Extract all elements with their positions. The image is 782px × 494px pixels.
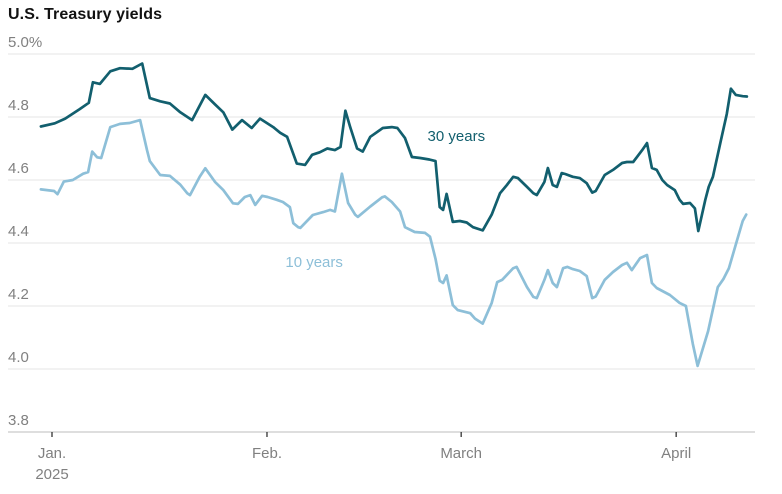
y-axis-tick-label: 4.8	[8, 97, 29, 114]
x-axis-tick-label: April	[661, 445, 691, 462]
x-axis-tick-label: Feb.	[252, 445, 282, 462]
y-axis-tick-label: 4.2	[8, 286, 29, 303]
chart-title: U.S. Treasury yields	[8, 6, 163, 23]
series-label-10-years: 10 years	[285, 254, 343, 271]
series-line-10-years	[39, 118, 748, 368]
series-line-30-years	[39, 62, 749, 233]
y-axis-tick-label: 5.0%	[8, 34, 42, 51]
x-axis-year-label: 2025	[35, 466, 68, 483]
y-axis-tick-label: 4.6	[8, 160, 29, 177]
series-label-30-years: 30 years	[428, 128, 486, 145]
y-axis-tick-label: 3.8	[8, 412, 29, 429]
y-axis-tick-label: 4.4	[8, 223, 29, 240]
y-axis-tick-label: 4.0	[8, 349, 29, 366]
x-axis-tick-label: Jan.	[38, 445, 66, 462]
x-axis-tick-label: March	[440, 445, 482, 462]
